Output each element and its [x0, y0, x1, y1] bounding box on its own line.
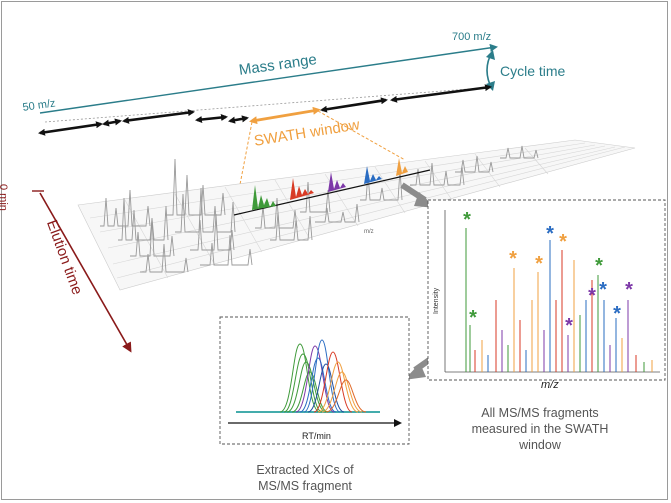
asterisk-icon: *: [509, 248, 517, 270]
window-arrow-3: [122, 109, 195, 124]
cycle-time-head-bottom: [486, 81, 495, 91]
mass-range-arrow: [39, 43, 498, 114]
gray-peaks: [100, 145, 539, 273]
zero-min-label: 0 min: [0, 184, 9, 211]
spectrum-peaks: [465, 228, 653, 372]
window-arrow-2: [102, 118, 122, 127]
asterisk-icon: *: [559, 231, 567, 253]
swath-slice-green: [252, 185, 276, 210]
spectrum-caption-line: All MS/MS fragments: [481, 406, 599, 420]
mz-700-label: 700 m/z: [452, 31, 492, 43]
spectrum-caption: All MS/MS fragments measured in the SWAT…: [425, 405, 655, 453]
spectrum-caption-line: measured in the SWATH: [471, 422, 609, 436]
xic-traces: [279, 339, 367, 413]
asterisk-icon: *: [565, 315, 573, 337]
asterisk-icon: *: [588, 285, 596, 307]
asterisk-icon: *: [463, 209, 471, 231]
asterisk-icon: *: [546, 223, 554, 245]
swath-cone-right: [317, 110, 406, 161]
swath-slice-purple: [328, 172, 346, 192]
swath-slice-red: [290, 178, 314, 200]
spectrum-box: [427, 199, 666, 381]
asterisk-icon: *: [613, 303, 621, 325]
asterisk-icon: *: [595, 255, 603, 277]
asterisk-icon: *: [625, 279, 633, 301]
swath-cone-left: [237, 121, 253, 196]
rt-axis-label: RT/min: [302, 431, 331, 441]
xic-caption: Extracted XICs of MS/MS fragment: [210, 462, 400, 494]
mass-range-dashed: [44, 86, 495, 123]
spectrum-caption-line: window: [519, 438, 561, 452]
swath-slice-blue: [364, 166, 382, 184]
window-arrow-6: [320, 97, 388, 113]
asterisk-markers: * * * * * * * * * * * *: [463, 209, 633, 337]
cycle-time-head-top: [486, 50, 495, 60]
xic-caption-line: MS/MS fragment: [258, 479, 352, 493]
xic-caption-line: Extracted XICs of: [256, 463, 354, 477]
window-arrow-7: [390, 84, 492, 103]
cycle-time-label: Cycle time: [500, 63, 566, 79]
window-arrow-4: [195, 114, 228, 123]
window-arrow-swath: [249, 106, 321, 125]
spectrum-mz-axis-label: m/z: [541, 379, 559, 391]
grid-mz-label: m/z: [364, 229, 374, 235]
grid-plane: [77, 139, 636, 291]
window-arrow-1: [38, 121, 103, 136]
elution-time-arrow: [39, 192, 132, 353]
intensity-axis-label: Intensity: [433, 287, 440, 314]
asterisk-icon: *: [535, 253, 543, 275]
swath-slice-orange: [396, 158, 408, 176]
asterisk-icon: *: [599, 279, 607, 301]
window-arrow-5: [228, 115, 249, 124]
asterisk-icon: *: [469, 307, 477, 329]
